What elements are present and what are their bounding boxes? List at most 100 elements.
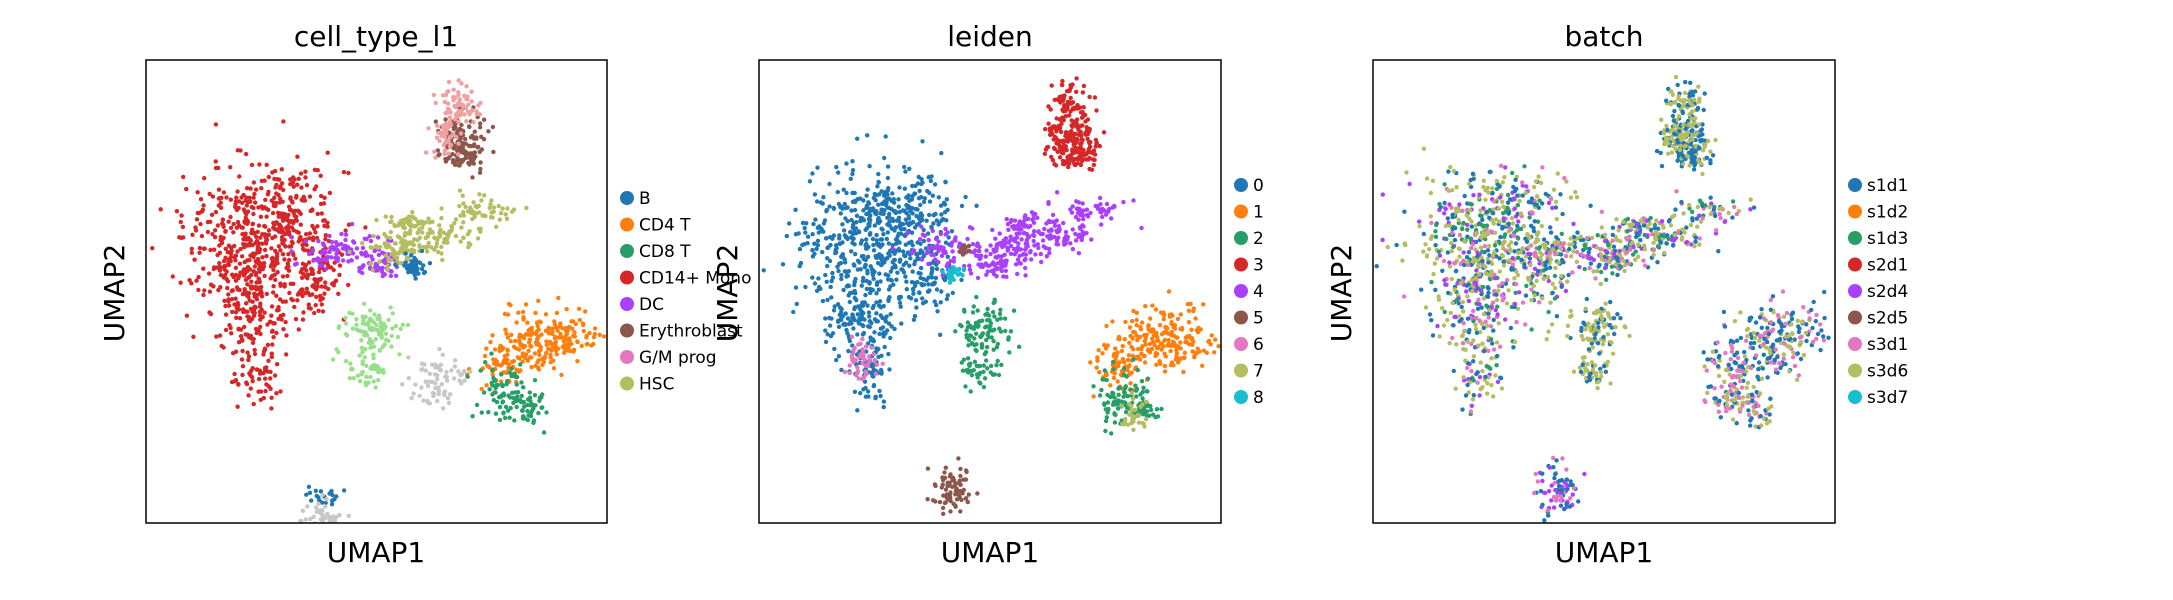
- scatter-point: [479, 386, 484, 392]
- scatter-point: [1097, 370, 1102, 375]
- scatter-point: [863, 292, 868, 298]
- scatter-point: [476, 103, 481, 108]
- scatter-point: [1075, 210, 1081, 216]
- scatter-point: [202, 288, 207, 293]
- scatter-point: [933, 236, 939, 241]
- scatter-point: [1451, 168, 1457, 174]
- scatter-point: [579, 343, 584, 349]
- scatter-point: [367, 234, 372, 239]
- scatter-point: [887, 253, 892, 258]
- scatter-point: [400, 223, 405, 229]
- scatter-point: [1462, 262, 1467, 268]
- scatter-point: [354, 255, 360, 260]
- scatter-point: [1080, 109, 1085, 115]
- scatter-point: [1522, 164, 1527, 169]
- scatter-point: [1510, 255, 1516, 261]
- scatter-point: [285, 265, 290, 270]
- scatter-point: [1012, 218, 1018, 223]
- scatter-point: [888, 335, 893, 341]
- scatter-point: [217, 261, 222, 266]
- scatter-point: [221, 258, 227, 264]
- scatter-point: [950, 290, 955, 296]
- scatter-point: [444, 237, 449, 242]
- scatter-point: [824, 236, 829, 241]
- scatter-point: [830, 270, 835, 276]
- scatter-point: [360, 270, 365, 276]
- scatter-point: [852, 190, 857, 196]
- scatter-point: [519, 393, 524, 399]
- scatter-point: [521, 316, 526, 321]
- scatter-point: [940, 273, 945, 278]
- scatter-point: [1437, 334, 1442, 339]
- scatter-point: [456, 152, 461, 157]
- legend-label: 0: [1253, 176, 1264, 196]
- scatter-point: [1119, 403, 1124, 408]
- scatter-point: [1102, 401, 1107, 406]
- scatter-point: [929, 266, 935, 271]
- scatter-point: [336, 350, 341, 355]
- scatter-point: [461, 201, 466, 206]
- scatter-point: [241, 192, 246, 198]
- legend-marker: [620, 191, 634, 205]
- panel-title: leiden: [947, 20, 1033, 53]
- scatter-point: [1526, 199, 1532, 205]
- scatter-point: [811, 221, 816, 227]
- scatter-point: [243, 242, 249, 247]
- scatter-point: [885, 196, 890, 202]
- scatter-point: [177, 235, 182, 240]
- scatter-point: [254, 367, 259, 372]
- scatter-point: [252, 304, 257, 309]
- scatter-point: [1011, 308, 1017, 313]
- scatter-point: [976, 319, 981, 324]
- scatter-point: [378, 320, 383, 325]
- scatter-point: [844, 270, 849, 275]
- scatter-point: [323, 500, 328, 506]
- scatter-point: [256, 267, 262, 272]
- scatter-point: [836, 170, 841, 175]
- scatter-point: [436, 249, 441, 255]
- scatter-point: [864, 286, 870, 292]
- scatter-point: [856, 229, 862, 234]
- scatter-point: [1599, 209, 1605, 214]
- scatter-point: [925, 289, 931, 294]
- scatter-point: [468, 369, 473, 374]
- scatter-point: [1111, 367, 1116, 372]
- scatter-point: [256, 389, 261, 394]
- scatter-point: [1492, 230, 1498, 235]
- scatter-point: [842, 321, 847, 326]
- scatter-point: [460, 193, 465, 198]
- legend-label: 3: [1253, 256, 1264, 276]
- scatter-point: [250, 230, 255, 236]
- scatter-point: [507, 395, 513, 400]
- scatter-point: [228, 197, 233, 202]
- scatter-point: [851, 314, 856, 320]
- scatter-point: [253, 272, 259, 278]
- scatter-point: [1105, 410, 1110, 415]
- scatter-point: [311, 226, 317, 231]
- scatter-point: [1549, 322, 1555, 327]
- scatter-point: [855, 332, 860, 337]
- scatter-point: [323, 280, 328, 285]
- scatter-point: [1036, 245, 1041, 251]
- scatter-point: [271, 284, 276, 289]
- scatter-point: [1069, 129, 1074, 134]
- scatter-point: [389, 333, 394, 339]
- scatter-point: [843, 205, 849, 211]
- scatter-point: [1140, 420, 1145, 426]
- scatter-point: [425, 244, 430, 249]
- scatter-point: [840, 206, 845, 211]
- scatter-point: [1100, 351, 1105, 356]
- scatter-point: [437, 223, 442, 228]
- scatter-point: [446, 151, 451, 156]
- scatter-point: [988, 243, 993, 248]
- scatter-point: [933, 257, 938, 262]
- scatter-point: [464, 84, 469, 89]
- scatter-point: [536, 334, 541, 339]
- scatter-point: [433, 119, 438, 124]
- scatter-point: [581, 328, 586, 334]
- scatter-point: [859, 283, 864, 288]
- scatter-point: [537, 398, 542, 403]
- scatter-point: [845, 273, 851, 278]
- scatter-point: [1487, 208, 1493, 213]
- scatter-point: [1101, 130, 1107, 135]
